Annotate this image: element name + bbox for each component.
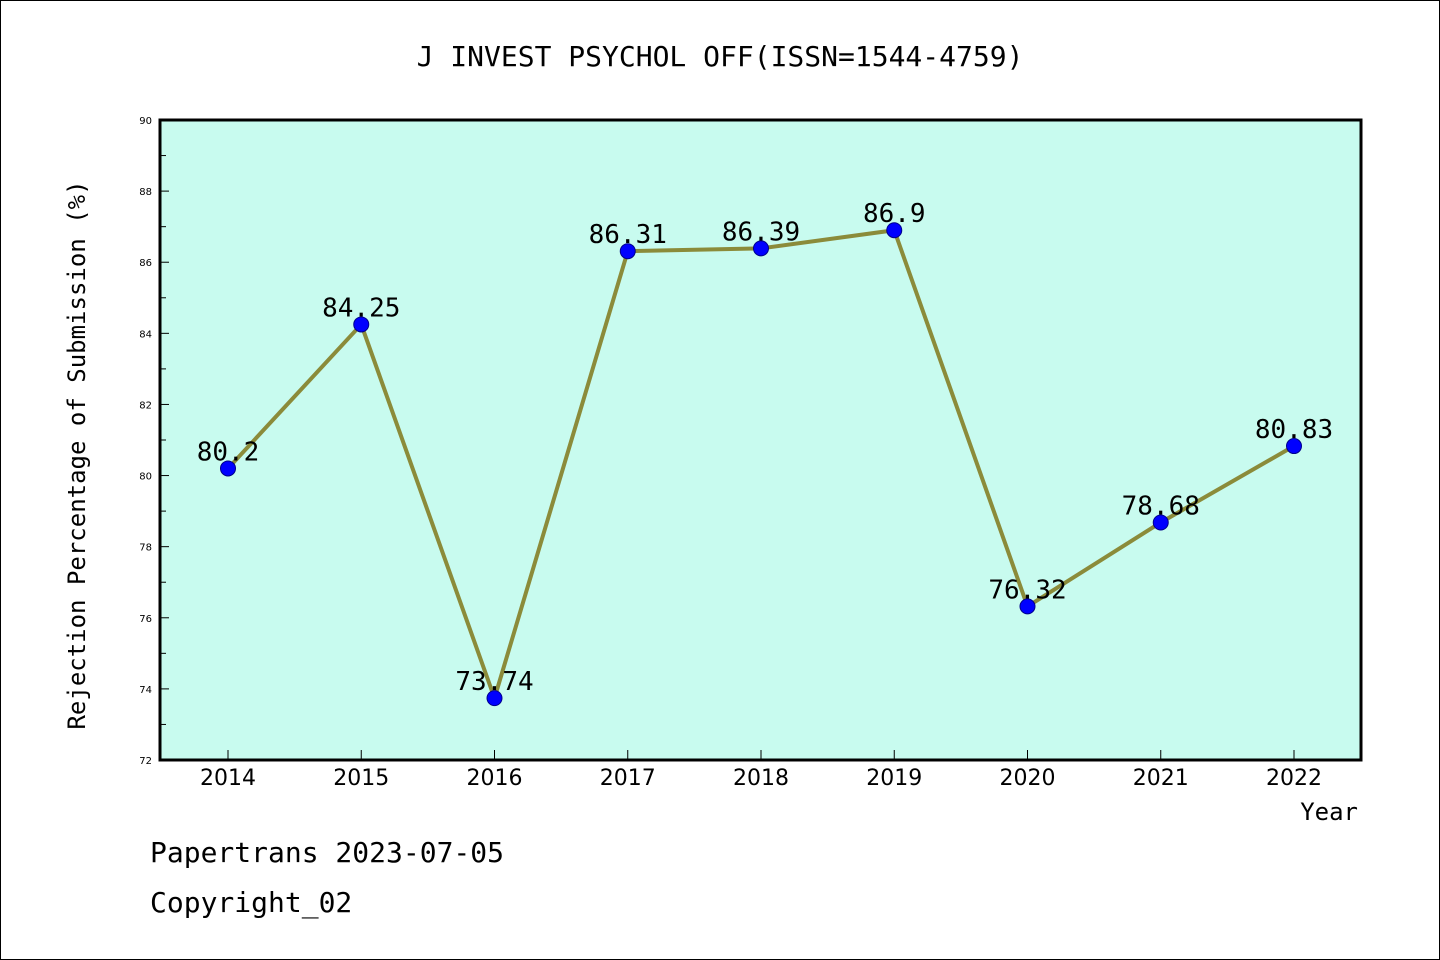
y-tick-label: 76 [139, 614, 152, 625]
x-tick-label: 2021 [1133, 766, 1189, 791]
data-label: 86.31 [589, 220, 667, 250]
x-tick-label: 2022 [1266, 766, 1322, 791]
x-tick-label: 2015 [333, 766, 389, 791]
chart-title: J INVEST PSYCHOL OFF(ISSN=1544-4759) [417, 40, 1024, 73]
data-point [753, 240, 769, 257]
plot-area [158, 118, 1363, 762]
y-tick-label: 86 [139, 258, 152, 269]
data-label: 76.32 [988, 575, 1066, 605]
data-point [886, 222, 903, 239]
x-tick-label: 2014 [200, 766, 256, 791]
data-label: 73.74 [455, 667, 533, 697]
data-point [1152, 514, 1169, 531]
y-axis: 72 74 76 78 80 82 84 86 88 90 [139, 116, 169, 767]
data-point [1019, 598, 1036, 615]
y-tick-label: 72 [139, 756, 152, 767]
y-tick-label: 78 [139, 543, 152, 554]
data-point [220, 460, 236, 477]
x-tick-label: 2019 [866, 766, 922, 791]
y-tick-label: 90 [139, 116, 152, 127]
data-label: 84.25 [322, 293, 400, 323]
data-label: 80.83 [1255, 415, 1333, 445]
y-tick-label: 74 [139, 685, 152, 696]
y-tick-label: 88 [139, 187, 152, 198]
x-axis-label: Year [1300, 798, 1358, 826]
x-axis: 2014 2015 2016 2017 2018 2019 2020 2021 2022 [200, 750, 1322, 791]
data-labels: 80.2 84.25 73.74 86.31 86.39 86.9 76.32 78.68 80… [197, 199, 1333, 697]
y-tick-label: 82 [139, 400, 152, 411]
data-label: 86.39 [722, 217, 800, 247]
data-label: 78.68 [1122, 491, 1200, 521]
footer-copyright: Copyright_02 [150, 886, 353, 919]
x-tick-label: 2018 [733, 766, 789, 791]
y-axis-label: Rejection Percentage of Submission (%) [63, 180, 91, 729]
footer-source: Papertrans 2023-07-05 [150, 836, 505, 869]
data-point [486, 690, 503, 707]
y-tick-label: 84 [139, 329, 152, 340]
data-point [1286, 438, 1302, 455]
data-point [353, 316, 370, 333]
data-points [220, 222, 1302, 707]
data-label: 86.9 [863, 199, 926, 229]
x-tick-label: 2020 [1000, 766, 1056, 791]
x-tick-label: 2017 [600, 766, 656, 791]
y-tick-label: 80 [139, 472, 152, 483]
data-point [619, 243, 636, 260]
x-tick-label: 2016 [467, 766, 523, 791]
data-label: 80.2 [197, 437, 260, 467]
